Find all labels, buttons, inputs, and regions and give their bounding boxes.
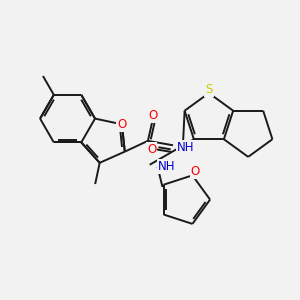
- Text: NH: NH: [158, 160, 175, 173]
- Text: NH: NH: [177, 141, 194, 154]
- Text: O: O: [147, 143, 156, 156]
- Text: O: O: [148, 109, 158, 122]
- Text: S: S: [205, 82, 213, 96]
- Text: O: O: [191, 165, 200, 178]
- Text: O: O: [117, 118, 127, 131]
